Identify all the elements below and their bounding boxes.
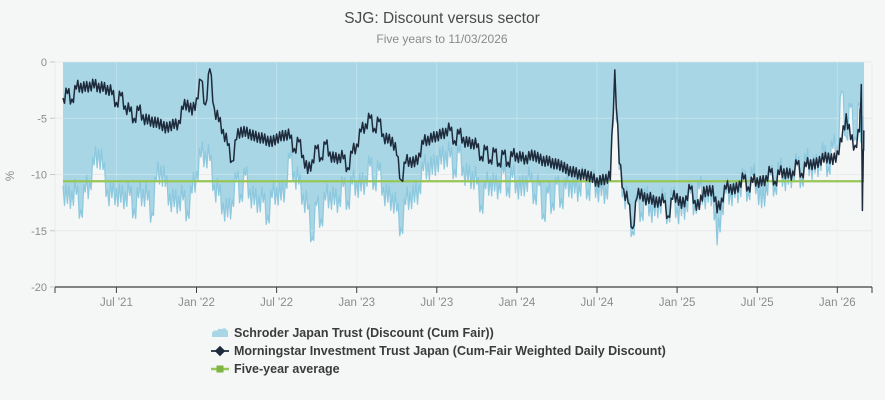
area-series-icon xyxy=(212,328,228,337)
y-tick-label: -5 xyxy=(37,113,47,125)
line-diamond-icon xyxy=(211,345,229,357)
y-tick-label: -10 xyxy=(31,170,47,182)
x-tick-label: Jan '26 xyxy=(819,297,856,309)
y-tick-label: -15 xyxy=(31,226,47,238)
x-tick-label: Jul '25 xyxy=(741,297,774,309)
x-tick-label: Jan '22 xyxy=(178,297,215,309)
legend: Schroder Japan Trust (Discount (Cum Fair… xyxy=(211,326,666,376)
x-tick-label: Jul '23 xyxy=(420,297,453,309)
legend-label-schroder: Schroder Japan Trust (Discount (Cum Fair… xyxy=(234,326,494,340)
legend-item-sector: Morningstar Investment Trust Japan (Cum-… xyxy=(211,344,666,358)
legend-label-average: Five-year average xyxy=(234,362,340,376)
y-tick-label: -20 xyxy=(31,282,47,294)
y-axis-label: % xyxy=(5,171,17,181)
legend-label-sector: Morningstar Investment Trust Japan (Cum-… xyxy=(234,344,666,358)
legend-item-average: Five-year average xyxy=(211,362,340,376)
x-tick-label: Jan '23 xyxy=(338,297,375,309)
schroder-area-fill xyxy=(63,62,864,246)
y-tick-label: 0 xyxy=(41,57,47,69)
x-tick-label: Jul '24 xyxy=(581,297,614,309)
line-square-icon xyxy=(211,365,229,373)
x-tick-label: Jan '24 xyxy=(499,297,536,309)
x-tick-label: Jul '22 xyxy=(260,297,293,309)
sector-series-line xyxy=(62,68,865,230)
chart-subtitle: Five years to 11/03/2026 xyxy=(376,32,508,46)
x-tick-label: Jan '25 xyxy=(659,297,696,309)
chart-title: SJG: Discount versus sector xyxy=(344,10,540,27)
plot-area: Jul '21 Jan '22 Jul '22 Jan '23 Jul '23 Jan '… xyxy=(31,57,873,309)
legend-item-schroder: Schroder Japan Trust (Discount (Cum Fair… xyxy=(212,326,494,340)
x-tick-label: Jul '21 xyxy=(100,297,133,309)
